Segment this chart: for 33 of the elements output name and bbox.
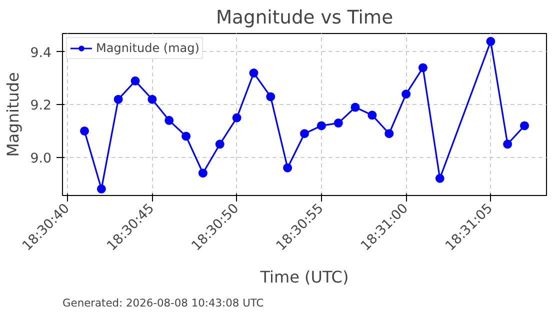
point <box>249 68 258 78</box>
point <box>232 113 242 122</box>
point <box>316 121 326 130</box>
point <box>130 76 140 86</box>
y-tick-label: 9.2 <box>30 98 52 114</box>
point <box>266 92 276 102</box>
point <box>300 129 309 138</box>
point <box>503 140 512 149</box>
point <box>164 116 174 125</box>
point <box>283 163 292 172</box>
point <box>182 132 191 141</box>
point <box>418 63 428 72</box>
point <box>148 94 157 104</box>
point <box>334 118 343 128</box>
point <box>435 174 444 183</box>
point <box>350 102 360 112</box>
legend-label: Magnitude (mag) <box>96 41 200 55</box>
point <box>384 129 394 138</box>
text: Generated: 2026-08-08 10:43:08 UTC <box>62 296 264 310</box>
point <box>402 90 411 99</box>
chart-title: Magnitude vs Time <box>216 8 394 28</box>
x-axis-title: Time (UTC) <box>259 267 349 286</box>
point <box>80 126 89 136</box>
point <box>114 94 123 104</box>
point <box>486 36 496 46</box>
y-axis-title: Magnitude <box>3 72 22 157</box>
point <box>96 184 106 194</box>
point <box>215 140 224 149</box>
point <box>368 110 377 120</box>
point <box>520 121 530 130</box>
point <box>198 168 208 178</box>
y-tick-label: 9.4 <box>30 46 52 61</box>
y-tick-label: 9.0 <box>30 151 52 166</box>
